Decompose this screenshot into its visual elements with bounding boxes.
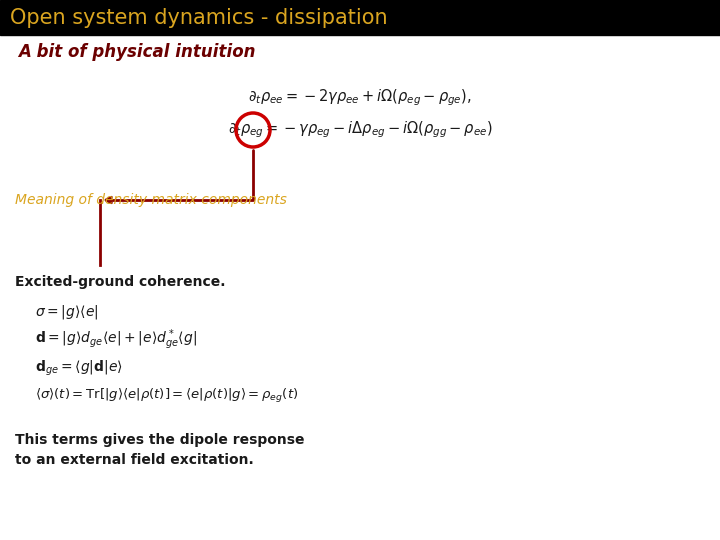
Text: $\partial_t \rho_{eg} = -\gamma\rho_{eg} - i\Delta\rho_{eg} - i\Omega\left(\rho_: $\partial_t \rho_{eg} = -\gamma\rho_{eg}… [228,120,492,140]
Text: A bit of physical intuition: A bit of physical intuition [18,43,256,61]
Text: Open system dynamics - dissipation: Open system dynamics - dissipation [10,8,387,28]
Text: $\partial_t \rho_{ee} = -2\gamma\rho_{ee} + i\Omega\left(\rho_{eg} - \rho_{ge}\r: $\partial_t \rho_{ee} = -2\gamma\rho_{ee… [248,87,472,109]
Text: $\mathbf{d} = |g\rangle d_{ge}\langle e| + |e\rangle d^*_{ge}\langle g|$: $\mathbf{d} = |g\rangle d_{ge}\langle e|… [35,328,197,352]
Text: $\langle\sigma\rangle(t) = \mathrm{Tr}[|g\rangle\langle e|\rho(t)] = \langle e|\: $\langle\sigma\rangle(t) = \mathrm{Tr}[|… [35,387,298,405]
Text: Excited-ground coherence.: Excited-ground coherence. [15,275,225,289]
Text: $\sigma = |g\rangle\langle e|$: $\sigma = |g\rangle\langle e|$ [35,303,99,321]
Text: Meaning of density matrix components: Meaning of density matrix components [15,193,287,207]
Text: This terms gives the dipole response
to an external field excitation.: This terms gives the dipole response to … [15,433,305,467]
Bar [0,0,720,35]
Text: $\mathbf{d}_{ge} = \langle g|\mathbf{d}|e\rangle$: $\mathbf{d}_{ge} = \langle g|\mathbf{d}|… [35,359,123,377]
